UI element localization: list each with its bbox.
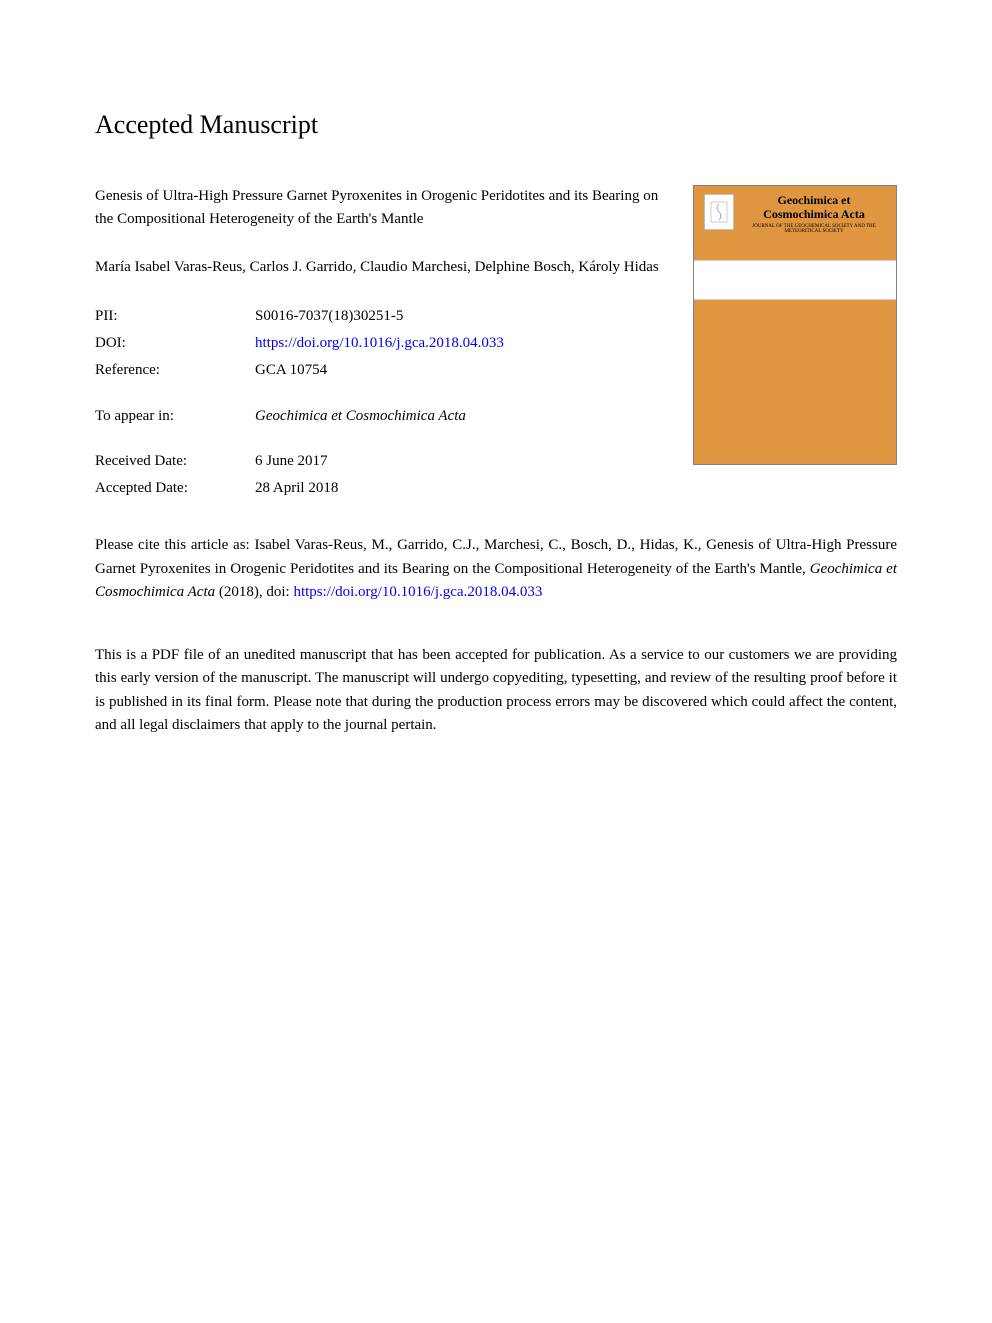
spacer (95, 430, 504, 448)
citation-year: (2018), doi: (215, 584, 293, 600)
appear-label: To appear in: (95, 403, 255, 430)
appear-value: Geochimica et Cosmochimica Acta (255, 403, 504, 430)
received-value: 6 June 2017 (255, 448, 504, 475)
content-row: Genesis of Ultra-High Pressure Garnet Py… (95, 185, 897, 502)
page-header: Accepted Manuscript (95, 110, 897, 140)
authors: María Isabel Varas-Reus, Carlos J. Garri… (95, 256, 663, 279)
elsevier-logo-icon (704, 194, 734, 230)
citation-doi-link[interactable]: https://doi.org/10.1016/j.gca.2018.04.03… (293, 584, 542, 600)
pii-label: PII: (95, 303, 255, 330)
article-title: Genesis of Ultra-High Pressure Garnet Py… (95, 185, 663, 232)
reference-label: Reference: (95, 357, 255, 384)
table-row: PII: S0016-7037(18)30251-5 (95, 303, 504, 330)
reference-value: GCA 10754 (255, 357, 504, 384)
citation-block: Please cite this article as: Isabel Vara… (95, 534, 897, 604)
cover-bottom (694, 300, 896, 464)
pii-value: S0016-7037(18)30251-5 (255, 303, 504, 330)
cover-journal-title-line2: Cosmochimica Acta (742, 208, 886, 222)
disclaimer: This is a PDF file of an unedited manusc… (95, 644, 897, 737)
doi-link[interactable]: https://doi.org/10.1016/j.gca.2018.04.03… (255, 335, 504, 351)
journal-cover: Geochimica et Cosmochimica Acta JOURNAL … (693, 185, 897, 465)
accepted-value: 28 April 2018 (255, 475, 504, 502)
table-row: DOI: https://doi.org/10.1016/j.gca.2018.… (95, 330, 504, 357)
cover-title-block: Geochimica et Cosmochimica Acta JOURNAL … (742, 194, 886, 252)
table-row: Reference: GCA 10754 (95, 357, 504, 384)
cover-top: Geochimica et Cosmochimica Acta JOURNAL … (694, 186, 896, 260)
accepted-label-date: Accepted Date: (95, 475, 255, 502)
spacer (95, 385, 504, 403)
doi-label: DOI: (95, 330, 255, 357)
received-label: Received Date: (95, 448, 255, 475)
cover-journal-title-line1: Geochimica et (742, 194, 886, 208)
table-row: To appear in: Geochimica et Cosmochimica… (95, 403, 504, 430)
table-row: Received Date: 6 June 2017 (95, 448, 504, 475)
cover-subtitle: JOURNAL OF THE GEOCHEMICAL SOCIETY AND T… (742, 224, 886, 235)
metadata-table: PII: S0016-7037(18)30251-5 DOI: https://… (95, 303, 504, 503)
left-column: Genesis of Ultra-High Pressure Garnet Py… (95, 185, 663, 502)
table-row: Accepted Date: 28 April 2018 (95, 475, 504, 502)
cover-mid (694, 260, 896, 300)
citation-prefix: Please cite this article as: Isabel Vara… (95, 537, 897, 576)
